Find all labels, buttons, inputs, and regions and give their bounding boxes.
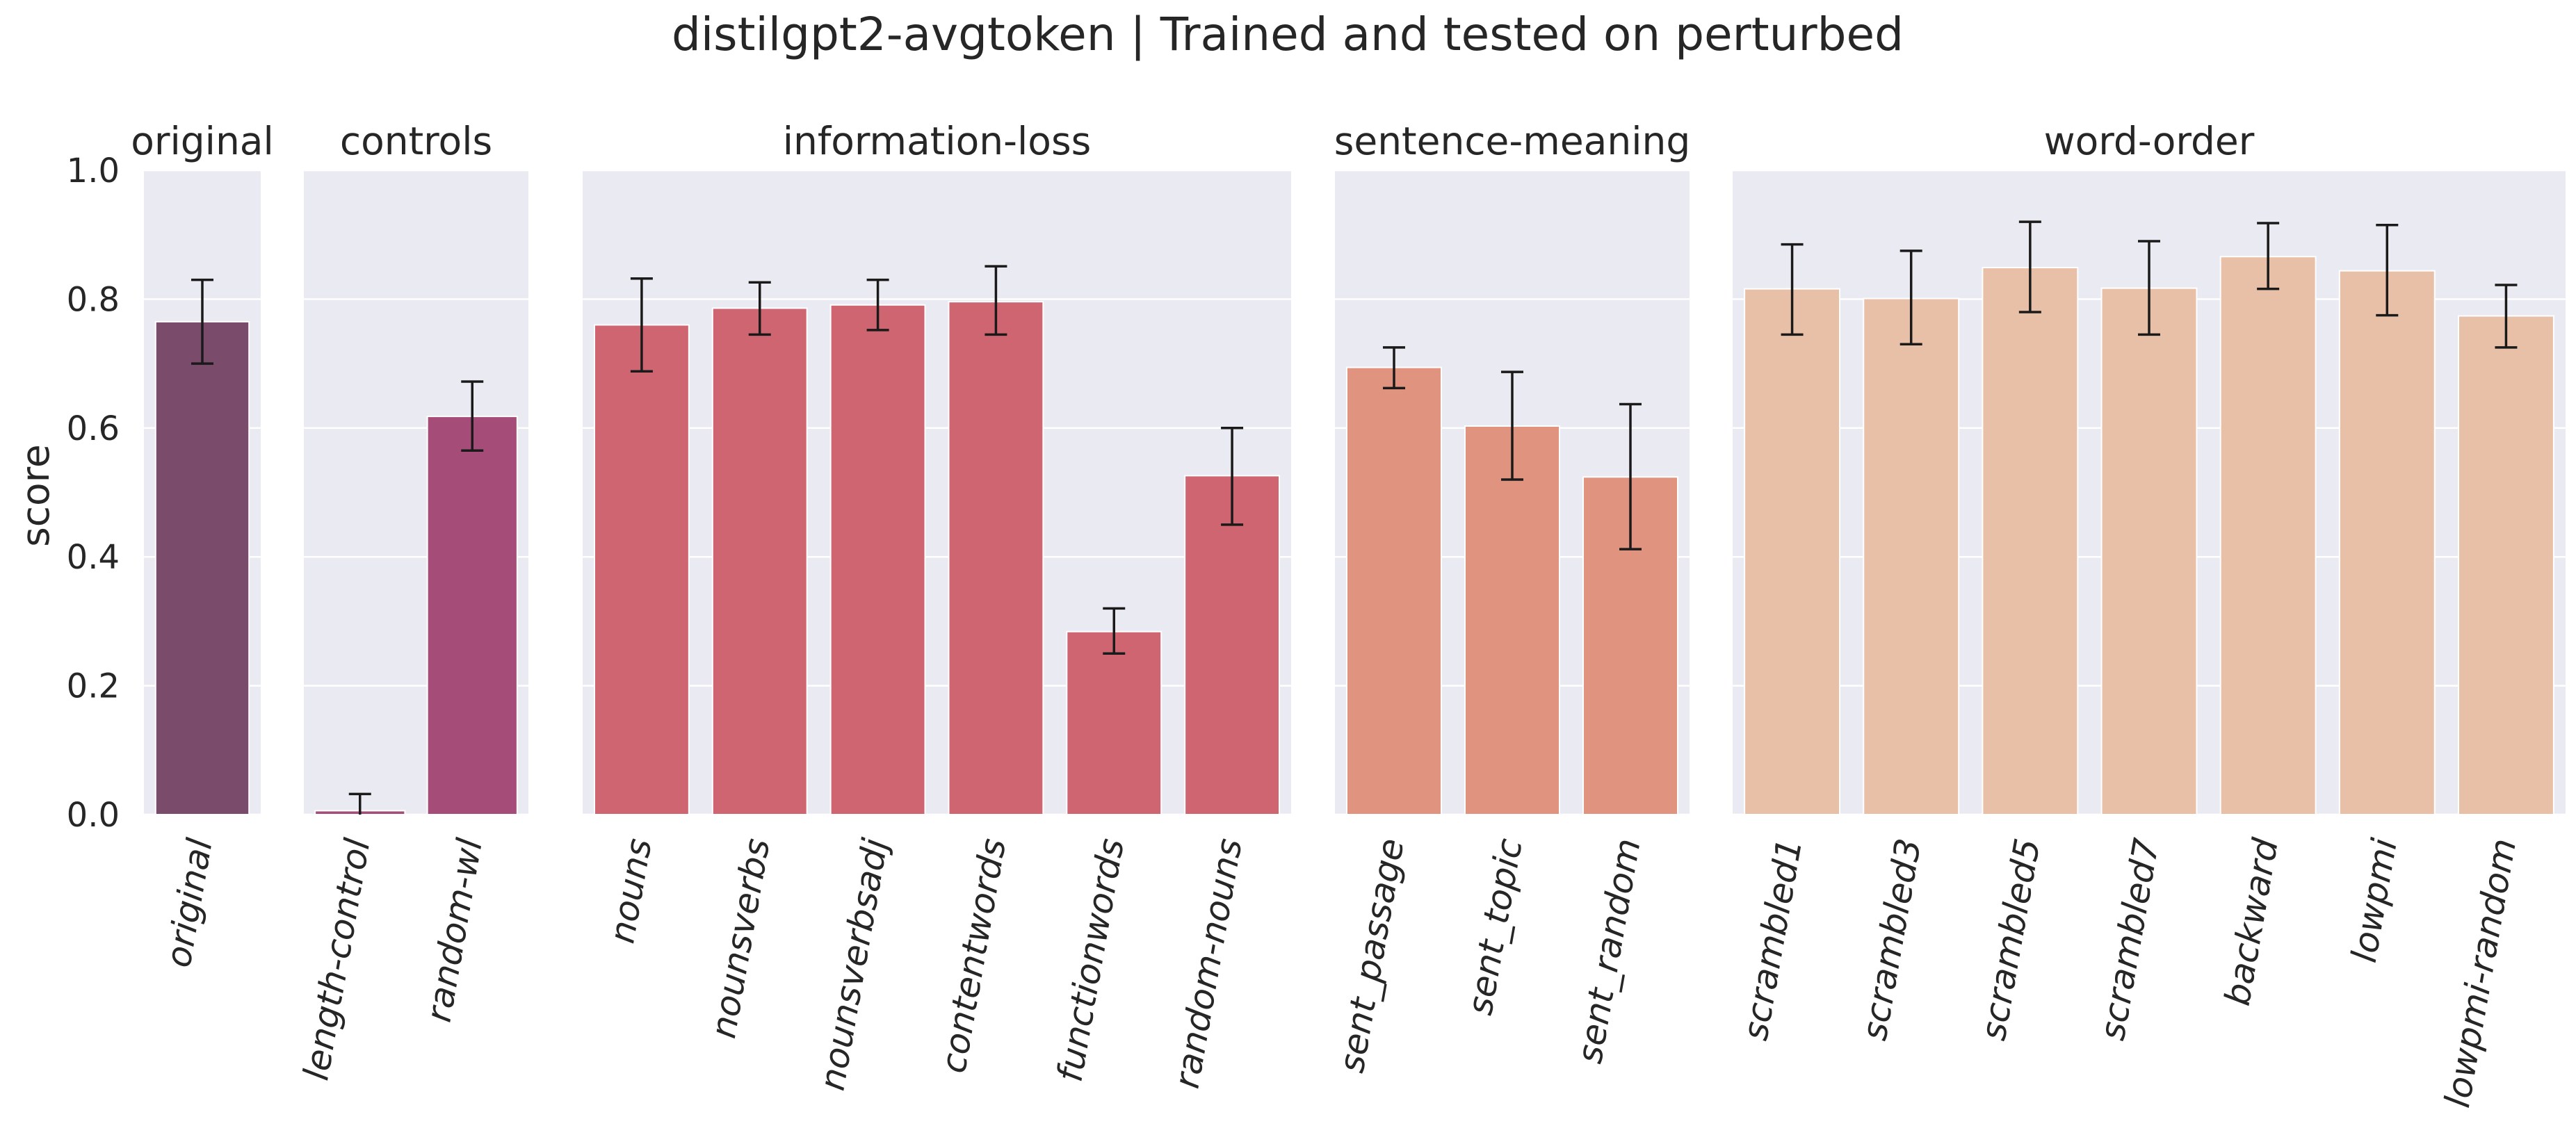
panel-title: controls [340, 119, 492, 163]
y-tick-label: 0.6 [67, 409, 120, 448]
panel-sentence-meaning: sentence-meaning sent_passage sent_topic se… [1331, 119, 1691, 1076]
panel-title: word-order [2044, 119, 2255, 163]
x-tick-label: scrambled7 [2092, 835, 2167, 1043]
bar-random-wl [426, 416, 518, 815]
bar-original [154, 320, 250, 816]
bar-sent_topic [1464, 425, 1560, 815]
panel-word-order: word-order scrambled1 scrambled3 scrambled5… [1733, 119, 2566, 1111]
panel-controls: controls length-control random-wl [295, 119, 528, 1084]
panels: 0.0 0.2 0.4 0.6 0.8 1.0 original original contro… [67, 119, 2566, 1111]
x-tick-label: length-control [295, 835, 378, 1084]
bar-random-nouns [1184, 475, 1281, 815]
bar-scrambled5 [1982, 266, 2079, 815]
x-tick-label: sent_topic [1459, 835, 1530, 1018]
bar-nouns [593, 324, 690, 816]
x-tick-label: scrambled3 [1854, 835, 1929, 1043]
bar-functionwords [1066, 630, 1163, 815]
panel-title: original [131, 119, 274, 163]
bar-scrambled7 [2100, 287, 2198, 815]
y-tick-label: 0.0 [67, 796, 120, 835]
x-tick-label: nounsverbs [703, 835, 778, 1041]
panel-title: sentence-meaning [1334, 119, 1691, 163]
y-tick-label: 0.8 [67, 280, 120, 319]
panel-information-loss: information-loss nouns nounsverbs nounsverb… [583, 119, 1291, 1093]
x-tick-label: sent_passage [1331, 835, 1412, 1076]
x-tick-label: nounsverbsadj [812, 835, 896, 1093]
x-tick-label: lowpmi [2344, 835, 2405, 965]
bar-sent_passage [1346, 366, 1442, 815]
x-tick-label: random-nouns [1167, 835, 1250, 1091]
y-axis-label: score [13, 444, 58, 547]
bar-lowpmi-random [2457, 315, 2554, 815]
bar-contentwords [948, 301, 1044, 816]
bar-scrambled3 [1863, 297, 1960, 815]
x-tick-label: sent_random [1569, 835, 1649, 1066]
y-tick-label: 0.2 [67, 667, 120, 706]
bar-nounsverbsadj [829, 304, 926, 816]
x-tick-label: functionwords [1049, 835, 1132, 1085]
x-tick-label: backward [2217, 835, 2286, 1009]
x-tick-label: nouns [601, 835, 659, 946]
bar-lowpmi [2338, 270, 2436, 815]
chart-title: distilgpt2-avgtoken | Trained and tested… [672, 8, 1904, 61]
y-tick-label: 0.4 [67, 538, 120, 577]
y-tick-label: 1.0 [67, 152, 120, 190]
x-tick-label: contentwords [933, 835, 1014, 1076]
x-tick-label: scrambled5 [1973, 835, 2048, 1043]
x-tick-label: lowpmi-random [2437, 835, 2524, 1111]
bar-nounsverbs [711, 307, 808, 815]
x-tick-label: original [158, 835, 220, 970]
panel-background [583, 170, 1291, 815]
x-tick-label: random-wl [419, 835, 490, 1025]
bar-backward [2219, 256, 2317, 815]
panel-title: information-loss [783, 119, 1092, 163]
bar-scrambled1 [1744, 288, 1841, 815]
x-tick-label: scrambled1 [1735, 835, 1810, 1043]
panel-original: original original [131, 119, 274, 970]
